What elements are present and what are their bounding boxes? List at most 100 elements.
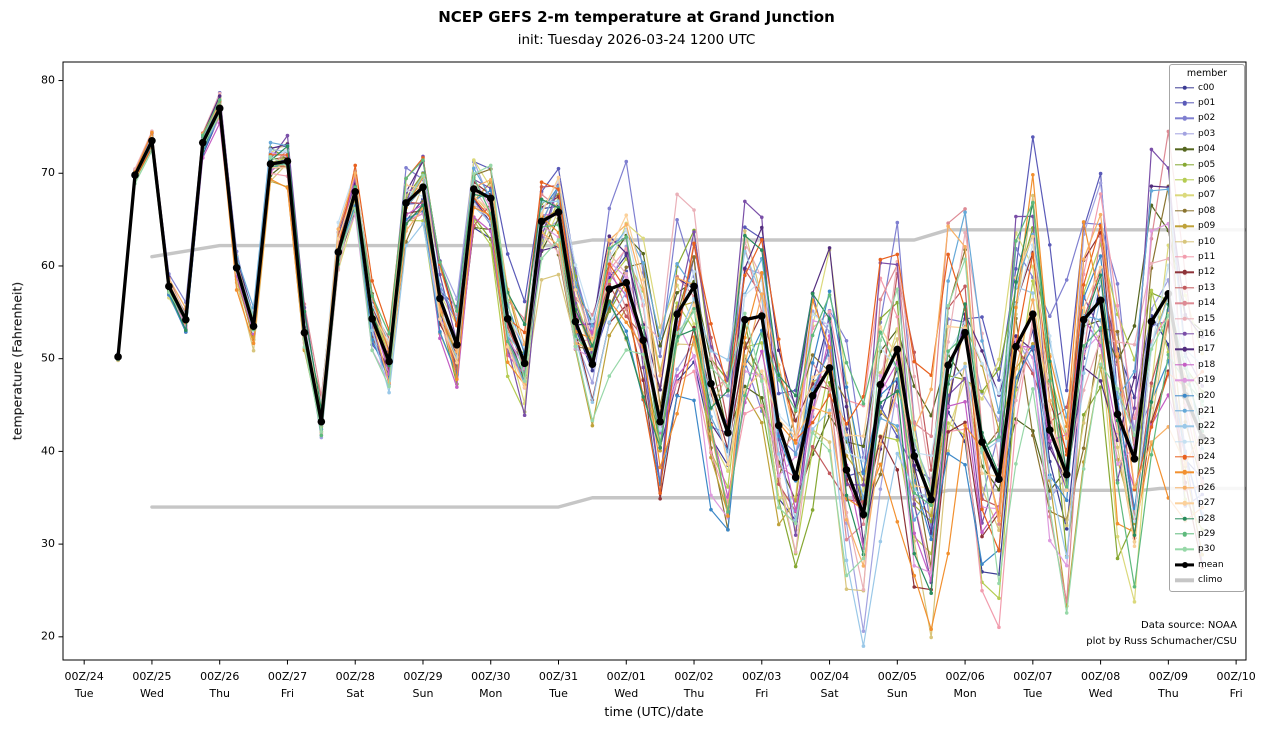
- legend-label-p21: p21: [1198, 405, 1216, 416]
- legend-item-p27: p27: [1175, 496, 1239, 511]
- legend-item-p17: p17: [1175, 342, 1239, 357]
- legend-marker-p27: [1175, 499, 1194, 508]
- legend-item-p29: p29: [1175, 526, 1239, 541]
- legend-item-p16: p16: [1175, 326, 1239, 341]
- legend-label-p16: p16: [1198, 328, 1216, 339]
- legend-marker-p17: [1175, 345, 1194, 354]
- footer-credit: Data source: NOAA plot by Russ Schumache…: [1086, 618, 1237, 650]
- legend-label-p20: p20: [1198, 390, 1216, 401]
- legend-item-p19: p19: [1175, 372, 1239, 387]
- legend-label-p24: p24: [1198, 452, 1216, 463]
- legend-marker-p28: [1175, 514, 1194, 523]
- legend-item-mean: mean: [1175, 557, 1239, 572]
- legend-label-p28: p28: [1198, 513, 1216, 524]
- legend-marker-p26: [1175, 483, 1194, 492]
- legend-item-p06: p06: [1175, 172, 1239, 187]
- legend-marker-c00: [1175, 83, 1194, 92]
- legend-label-p26: p26: [1198, 482, 1216, 493]
- legend-label-p14: p14: [1198, 298, 1216, 309]
- legend-label-p27: p27: [1198, 498, 1216, 509]
- legend-label-p05: p05: [1198, 159, 1216, 170]
- legend-item-p25: p25: [1175, 465, 1239, 480]
- legend-marker-p15: [1175, 314, 1194, 323]
- legend-item-p14: p14: [1175, 295, 1239, 310]
- legend-item-p04: p04: [1175, 142, 1239, 157]
- legend-marker-p18: [1175, 360, 1194, 369]
- legend-marker-p21: [1175, 406, 1194, 415]
- legend-item-p18: p18: [1175, 357, 1239, 372]
- legend-marker-p12: [1175, 268, 1194, 277]
- legend-item-p03: p03: [1175, 126, 1239, 141]
- legend-item-p10: p10: [1175, 234, 1239, 249]
- legend-item-p15: p15: [1175, 311, 1239, 326]
- legend-label-p29: p29: [1198, 529, 1216, 540]
- x-axis-label: time (UTC)/date: [604, 704, 704, 719]
- legend-label-p19: p19: [1198, 375, 1216, 386]
- legend-marker-p30: [1175, 545, 1194, 554]
- legend-item-p12: p12: [1175, 265, 1239, 280]
- legend-label-p22: p22: [1198, 421, 1216, 432]
- legend-item-p02: p02: [1175, 111, 1239, 126]
- legend-label-p11: p11: [1198, 251, 1216, 262]
- legend-label-p04: p04: [1198, 144, 1216, 155]
- chart-subtitle: init: Tuesday 2026-03-24 1200 UTC: [517, 32, 756, 48]
- legend-marker-p02: [1175, 114, 1194, 123]
- legend-item-p20: p20: [1175, 388, 1239, 403]
- legend-marker-p23: [1175, 437, 1194, 446]
- legend-marker-climo: [1175, 576, 1194, 585]
- legend-marker-mean: [1175, 560, 1194, 569]
- legend-label-p13: p13: [1198, 282, 1216, 293]
- legend-item-p26: p26: [1175, 480, 1239, 495]
- legend-marker-p14: [1175, 299, 1194, 308]
- legend-label-p18: p18: [1198, 359, 1216, 370]
- legend-label-p02: p02: [1198, 113, 1216, 124]
- legend-label-p07: p07: [1198, 190, 1216, 201]
- legend-item-p05: p05: [1175, 157, 1239, 172]
- legend-label-c00: c00: [1198, 82, 1215, 93]
- legend-marker-p05: [1175, 160, 1194, 169]
- legend-item-p01: p01: [1175, 95, 1239, 110]
- legend-item-p28: p28: [1175, 511, 1239, 526]
- legend-marker-p10: [1175, 237, 1194, 246]
- legend-label-climo: climo: [1198, 575, 1223, 586]
- legend-marker-p03: [1175, 129, 1194, 138]
- legend-item-p24: p24: [1175, 449, 1239, 464]
- legend-marker-p25: [1175, 468, 1194, 477]
- chart-title: NCEP GEFS 2-m temperature at Grand Junct…: [438, 8, 835, 26]
- legend-item-p21: p21: [1175, 403, 1239, 418]
- legend-label-p12: p12: [1198, 267, 1216, 278]
- legend-title: member: [1186, 68, 1228, 79]
- legend-marker-p13: [1175, 283, 1194, 292]
- legend-marker-p09: [1175, 222, 1194, 231]
- legend-label-p15: p15: [1198, 313, 1216, 324]
- legend-marker-p20: [1175, 391, 1194, 400]
- legend-marker-p29: [1175, 530, 1194, 539]
- legend-label-p09: p09: [1198, 221, 1216, 232]
- legend-label-p08: p08: [1198, 205, 1216, 216]
- legend-marker-p01: [1175, 99, 1194, 108]
- legend-item-p13: p13: [1175, 280, 1239, 295]
- legend-marker-p07: [1175, 191, 1194, 200]
- footer-line-1: Data source: NOAA: [1141, 620, 1237, 631]
- legend-item-p07: p07: [1175, 188, 1239, 203]
- legend-label-p17: p17: [1198, 344, 1216, 355]
- legend-marker-p22: [1175, 422, 1194, 431]
- legend: member c00 p01 p02 p03 p04 p05 p06 p07 p08 p09 p10…: [1169, 64, 1245, 592]
- legend-marker-p04: [1175, 145, 1194, 154]
- legend-marker-p06: [1175, 176, 1194, 185]
- legend-label-p06: p06: [1198, 175, 1216, 186]
- legend-label-p10: p10: [1198, 236, 1216, 247]
- legend-marker-p11: [1175, 252, 1194, 261]
- legend-marker-p08: [1175, 206, 1194, 215]
- legend-label-p01: p01: [1198, 98, 1216, 109]
- legend-label-p03: p03: [1198, 128, 1216, 139]
- legend-marker-p16: [1175, 329, 1194, 338]
- y-axis-label: temperature (Fahrenheit): [9, 281, 25, 441]
- footer-line-2: plot by Russ Schumacher/CSU: [1086, 636, 1237, 648]
- legend-label-p25: p25: [1198, 467, 1216, 478]
- legend-item-p08: p08: [1175, 203, 1239, 218]
- legend-label-p30: p30: [1198, 544, 1216, 555]
- legend-marker-p24: [1175, 453, 1194, 462]
